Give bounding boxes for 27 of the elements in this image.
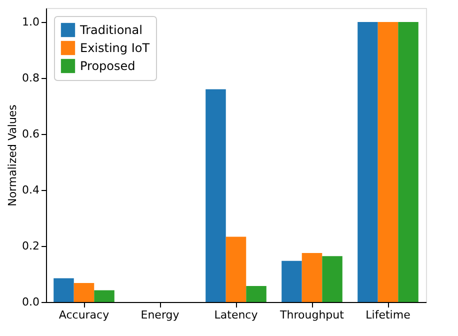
y-tick-label: 0.2: [22, 240, 40, 252]
bar: [54, 278, 74, 302]
bar: [358, 22, 378, 302]
legend-label: Proposed: [80, 59, 136, 73]
bar: [94, 290, 114, 302]
y-tick-label: 1.0: [22, 16, 40, 28]
bar: [74, 282, 94, 302]
bar: [302, 253, 322, 302]
y-tick-label: 0.6: [22, 128, 40, 140]
y-tick-label: 0.0: [22, 296, 40, 308]
x-tick-label: Accuracy: [58, 308, 110, 322]
bar: [282, 260, 302, 302]
legend-label: Existing IoT: [80, 41, 150, 55]
bar: [206, 89, 226, 302]
x-tick-label: Latency: [214, 308, 258, 322]
y-tick-label: 0.8: [22, 72, 40, 84]
y-tick-label: 0.4: [22, 184, 40, 196]
x-tick-label: Energy: [140, 308, 180, 322]
legend-label: Traditional: [79, 23, 142, 37]
bar: [322, 256, 342, 302]
y-axis-title: Normalized Values: [6, 104, 20, 206]
bar: [246, 286, 266, 302]
bar: [226, 236, 246, 302]
x-tick-label: Lifetime: [366, 308, 411, 322]
bar: [398, 22, 418, 302]
bar: [378, 22, 398, 302]
x-tick-label: Throughput: [279, 308, 345, 322]
